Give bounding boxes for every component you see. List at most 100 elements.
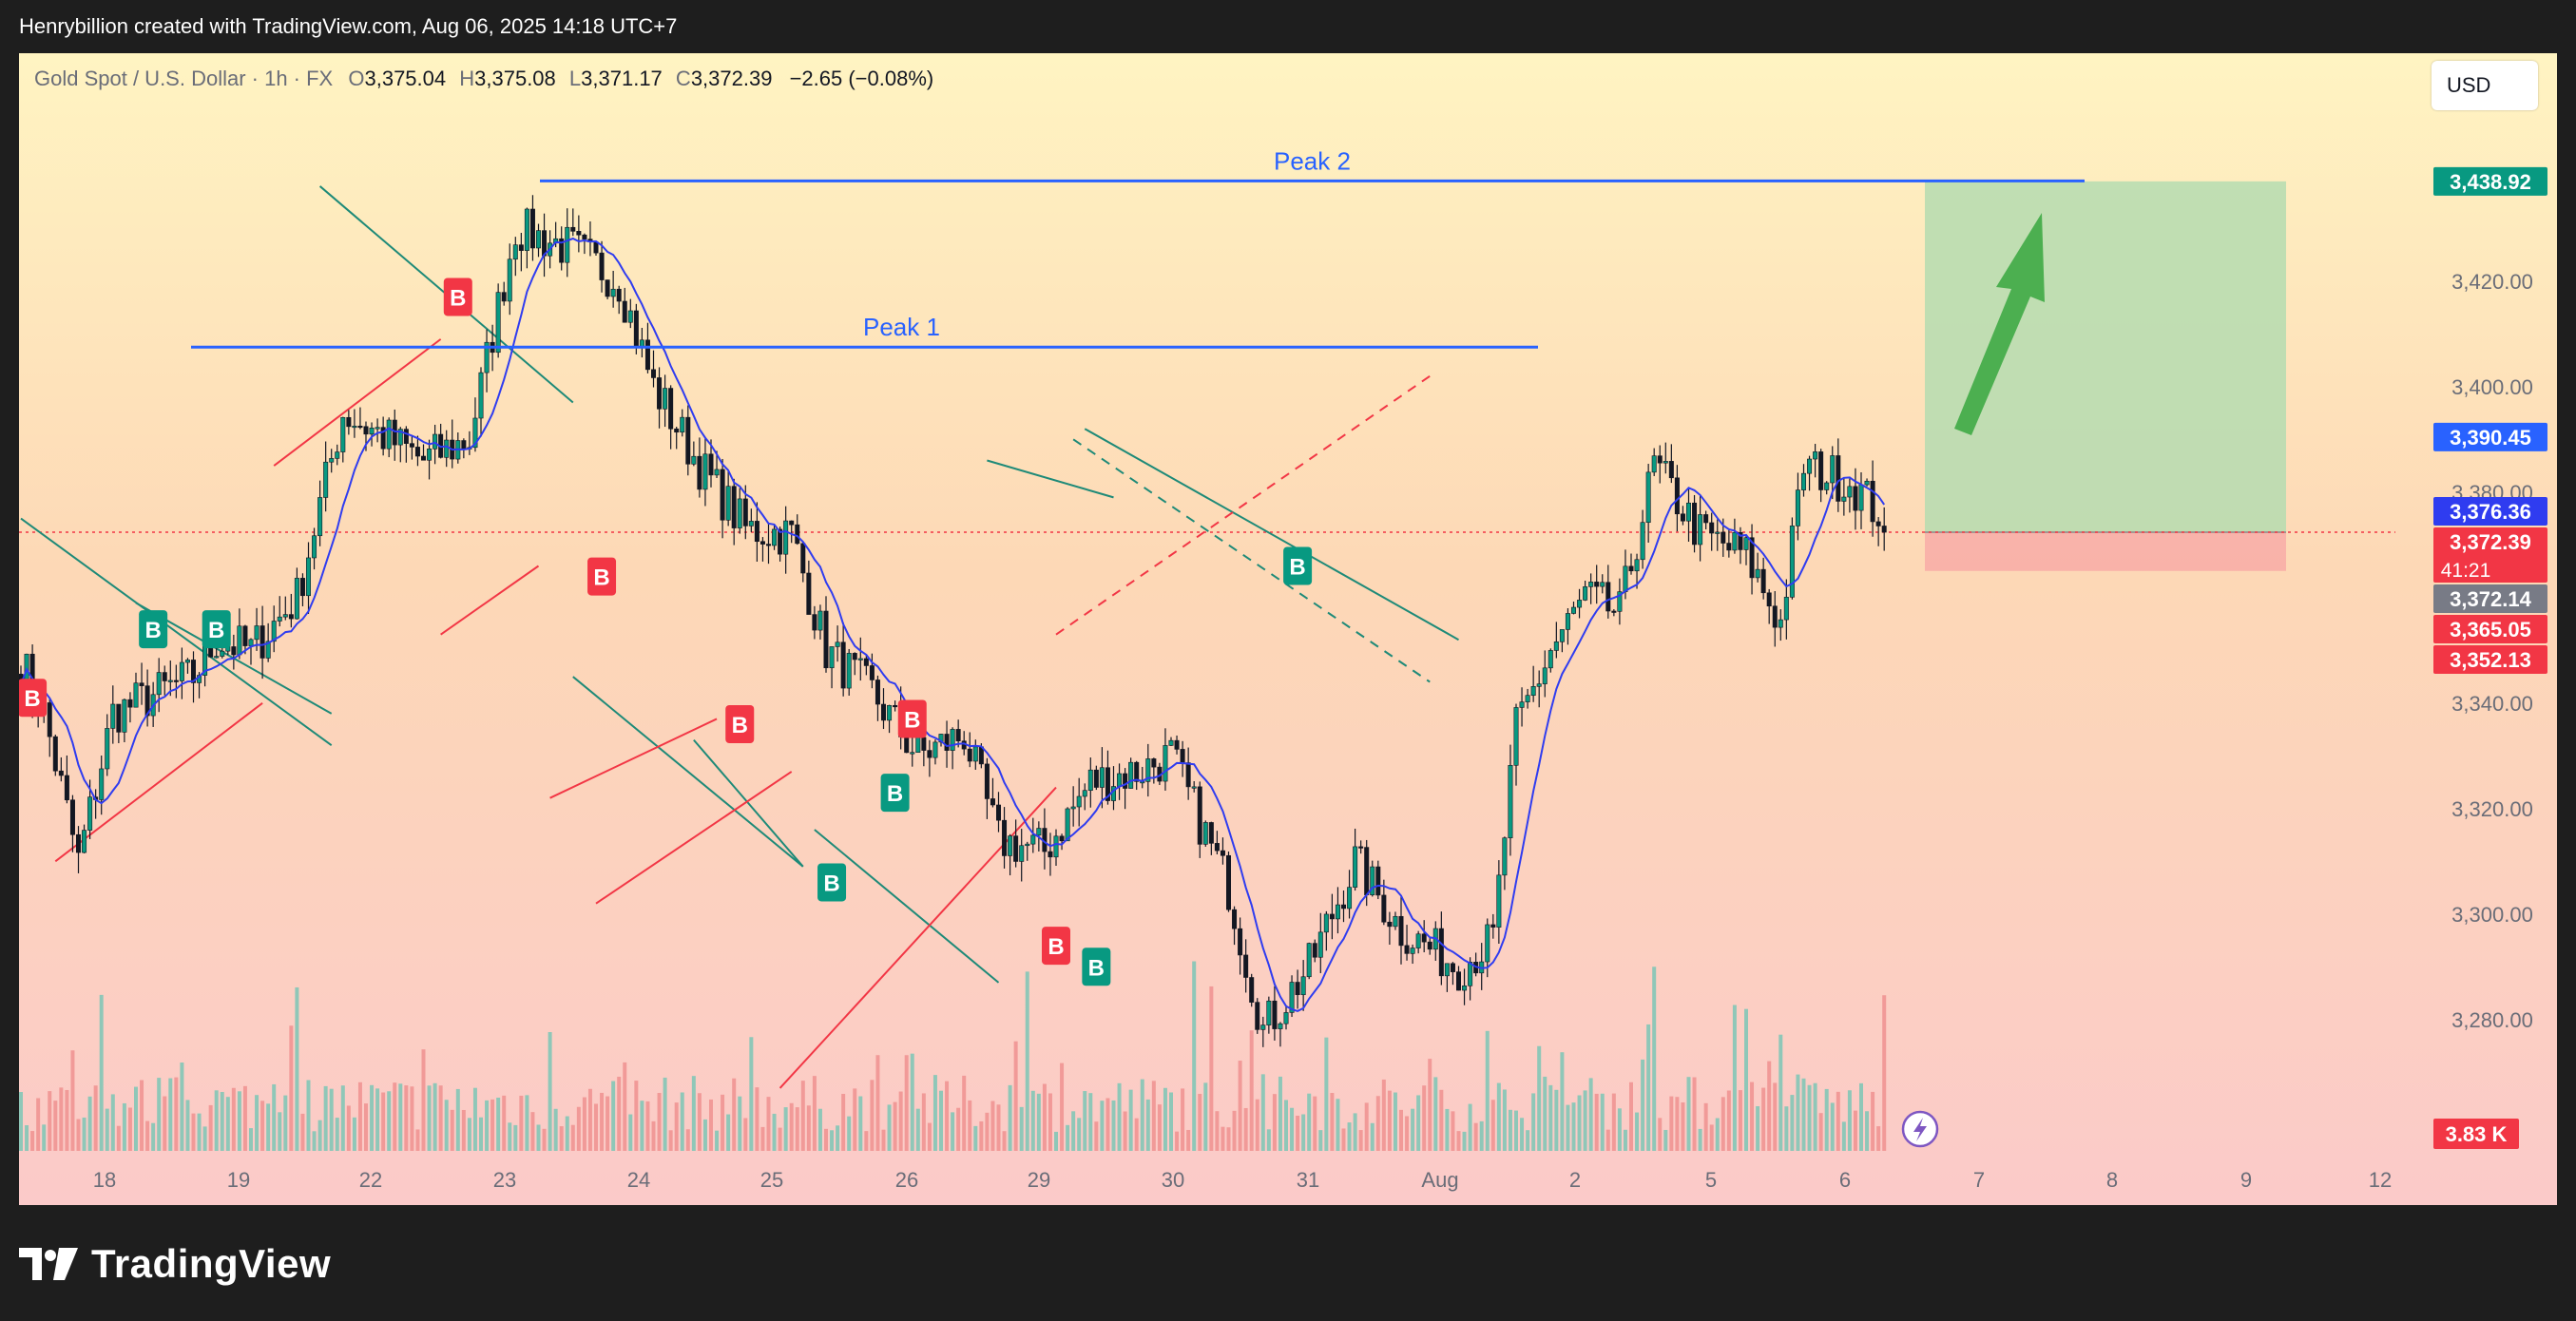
candle: [1353, 828, 1358, 891]
chart-pane[interactable]: Peak 1 Peak 2 B B B B B B B B B B B B 3,280.00 3,300.00…: [19, 53, 2557, 1205]
volume-bar: [1278, 1076, 1282, 1151]
candle: [305, 542, 311, 614]
candle: [433, 424, 438, 465]
volume-bar: [140, 1080, 144, 1151]
volume-bar: [427, 1085, 432, 1151]
volume-bar: [1847, 1090, 1852, 1151]
candle: [1214, 831, 1220, 855]
volume-bar: [295, 986, 299, 1151]
volume-bar: [1232, 1110, 1237, 1151]
candle: [1180, 740, 1185, 777]
volume-bar: [1784, 1106, 1789, 1151]
volume-bar: [1577, 1095, 1582, 1151]
candle: [972, 739, 978, 770]
candle: [605, 279, 610, 299]
candle: [1858, 471, 1864, 529]
candle: [668, 385, 674, 450]
price-scale-badge: 3,390.45: [2433, 422, 2547, 451]
candle: [1266, 996, 1272, 1034]
buy-signal-marker[interactable]: B: [139, 610, 168, 649]
signal-label: B: [1088, 955, 1105, 981]
sell-signal-marker[interactable]: B: [19, 679, 48, 718]
sell-signal-marker[interactable]: B: [897, 699, 927, 738]
volume-bar: [559, 1126, 564, 1151]
tradingview-logo[interactable]: TradingView: [19, 1235, 331, 1292]
volume-bar: [323, 1085, 328, 1151]
volume-bar: [255, 1095, 260, 1151]
volume-bar: [1531, 1093, 1536, 1151]
buy-signal-marker[interactable]: B: [202, 610, 231, 649]
candle: [1387, 911, 1393, 946]
volume-bar: [1255, 1099, 1259, 1151]
sell-signal-marker[interactable]: B: [725, 704, 755, 743]
volume-bar: [795, 1107, 799, 1151]
volume-bar: [1583, 1090, 1587, 1151]
candle: [1611, 609, 1617, 617]
signal-label: B: [823, 871, 839, 896]
volume-bar: [1865, 1111, 1870, 1151]
sell-signal-marker[interactable]: B: [443, 278, 472, 316]
buy-signal-marker[interactable]: B: [880, 774, 910, 813]
candle: [1881, 507, 1887, 551]
candle: [1140, 766, 1145, 789]
candle: [1432, 921, 1438, 961]
sell-signal-marker[interactable]: B: [587, 557, 617, 596]
candle: [1732, 518, 1738, 554]
volume-bar: [628, 1114, 633, 1151]
volume-bar: [317, 1120, 322, 1151]
candle: [789, 520, 795, 544]
volume-bar: [553, 1108, 558, 1151]
candle: [1053, 829, 1059, 867]
volume-bar: [214, 1090, 219, 1151]
volume-bar: [778, 1127, 782, 1151]
candle: [1323, 910, 1329, 951]
red-trend-line: [1055, 374, 1431, 636]
volume-bar: [812, 1076, 817, 1151]
candle: [99, 755, 105, 815]
volume-bar: [312, 1131, 317, 1151]
volume-bar: [1537, 1045, 1542, 1151]
candle: [1202, 820, 1208, 847]
candle: [1783, 579, 1789, 640]
volume-bar: [335, 1118, 339, 1151]
volume-bar: [1422, 1085, 1427, 1151]
volume-bar: [76, 1119, 81, 1151]
time-axis-tick: 31: [1297, 1168, 1319, 1192]
candle: [950, 727, 955, 770]
volume-bar: [1790, 1095, 1795, 1151]
buy-signal-marker[interactable]: B: [1082, 948, 1111, 986]
candle: [47, 698, 52, 757]
tradingview-brand: TradingView: [91, 1241, 332, 1286]
drawings-layer: [19, 181, 2395, 1089]
volume-bar: [1554, 1089, 1559, 1151]
volume-bar: [789, 1102, 794, 1151]
volume-bar: [932, 1075, 937, 1151]
volume-bar: [122, 1102, 126, 1151]
buy-signal-marker[interactable]: B: [1283, 546, 1313, 585]
sell-signal-marker[interactable]: B: [1042, 927, 1070, 966]
candle: [1013, 819, 1019, 868]
candle: [1099, 747, 1105, 809]
candle: [1766, 588, 1772, 624]
volume-bar: [329, 1088, 334, 1151]
volume-bar: [530, 1112, 535, 1151]
volume-bar: [352, 1117, 356, 1151]
candle: [1617, 578, 1623, 625]
candle: [1456, 966, 1462, 991]
candle: [657, 367, 663, 429]
time-axis-tick: 24: [627, 1168, 650, 1192]
lightning-icon[interactable]: [1901, 1110, 1939, 1148]
volume-bar: [1778, 1034, 1783, 1151]
buy-signal-marker[interactable]: B: [817, 863, 847, 902]
candle: [1048, 833, 1053, 876]
candle: [708, 439, 714, 488]
candle: [1571, 601, 1577, 615]
volume-bar: [1479, 1120, 1484, 1151]
volume-bar: [1226, 1127, 1231, 1151]
volume-bar: [1054, 1131, 1058, 1151]
volume-bar: [30, 1131, 35, 1151]
time-axis-tick: 23: [493, 1168, 516, 1192]
volume-bar: [1853, 1110, 1857, 1151]
currency-button[interactable]: USD: [2432, 61, 2538, 110]
